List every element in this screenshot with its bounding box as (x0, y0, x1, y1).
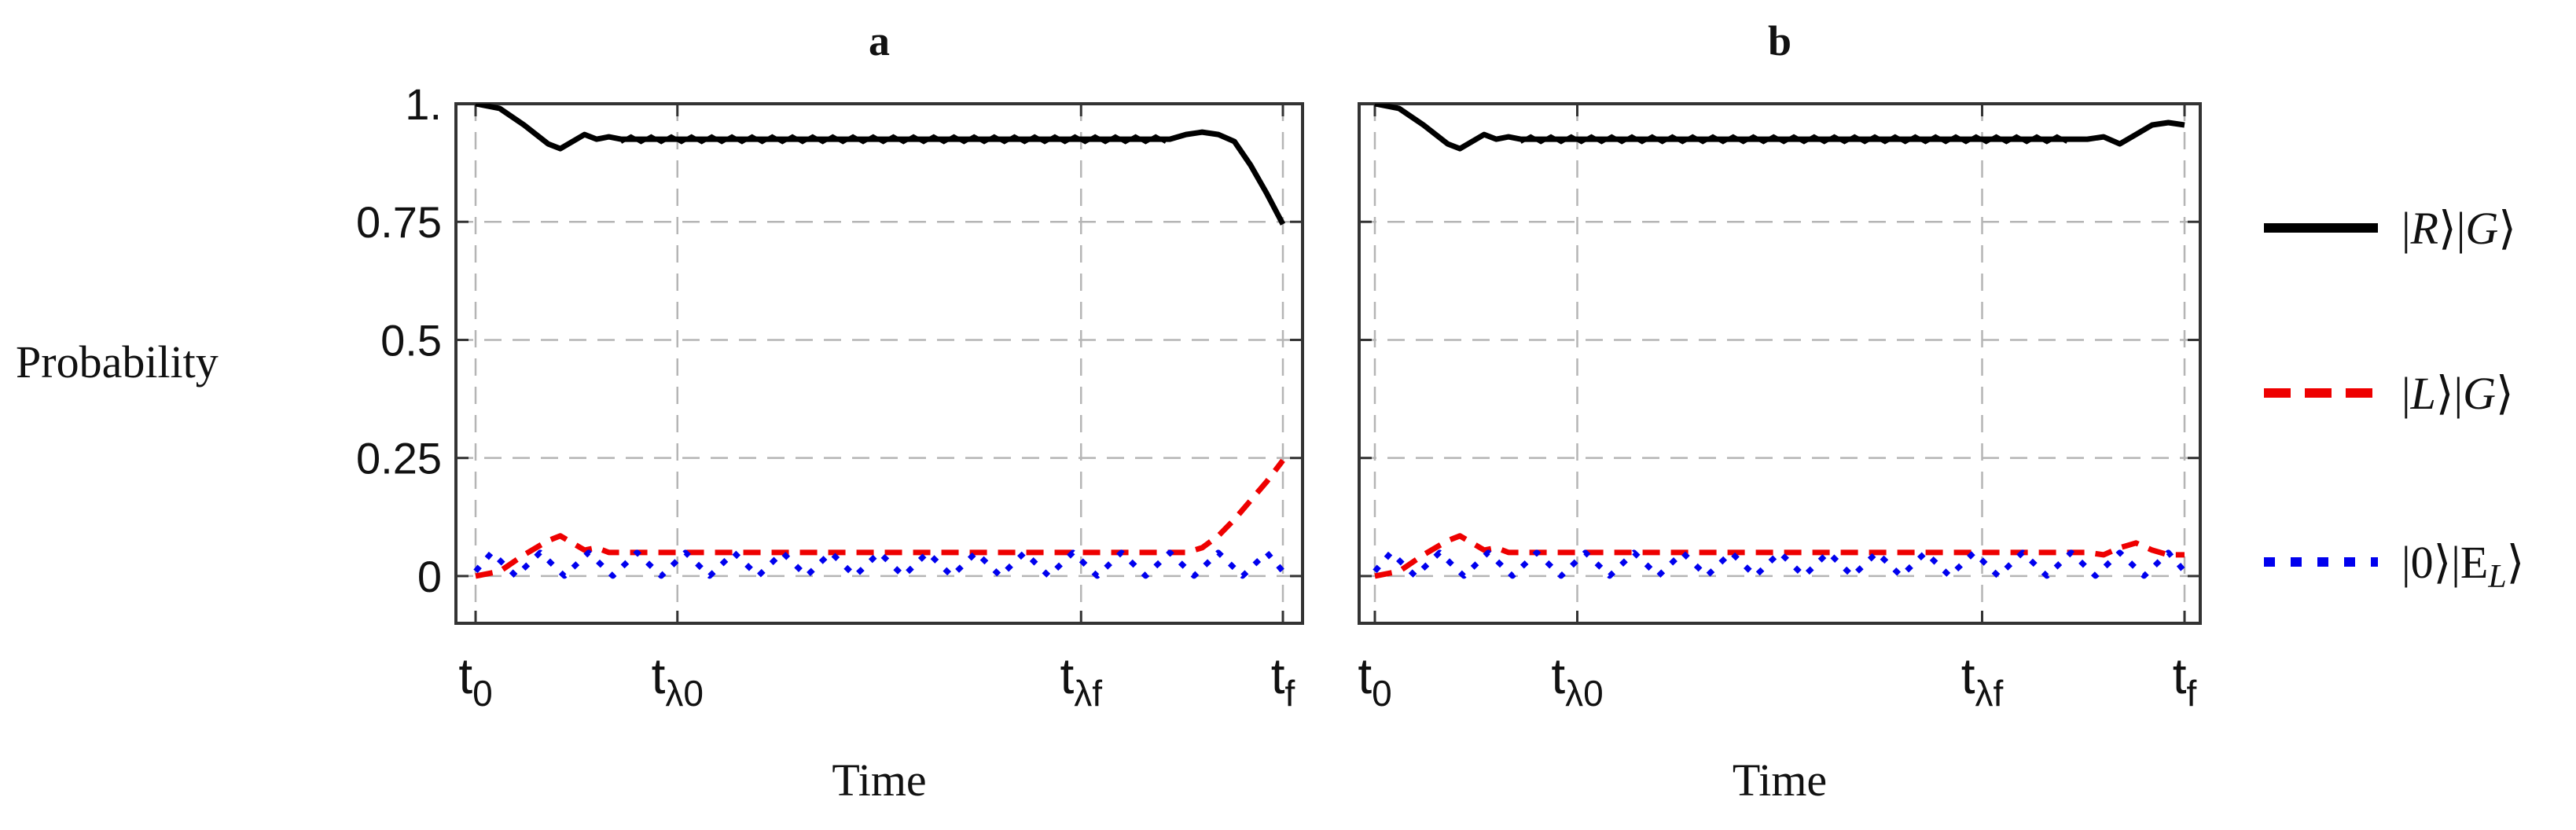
x-tick-label: t0 (1358, 648, 1391, 714)
x-tick-label: tλf (1961, 648, 2004, 714)
y-tick-label: 1. (405, 79, 442, 129)
y-tick-label: 0.5 (380, 315, 442, 365)
series-line-LG (1374, 533, 2185, 579)
panel-title: b (1768, 17, 1791, 64)
y-axis-label: Probability (16, 336, 219, 387)
y-tick-label: 0.75 (356, 197, 442, 247)
x-tick-label: tλ0 (1551, 648, 1603, 714)
x-axis-label: Time (1733, 755, 1827, 806)
x-tick-label: tf (2173, 648, 2197, 714)
x-tick-label: tf (1271, 648, 1295, 714)
legend-label-LG: |L⟩|G⟩ (2401, 368, 2514, 419)
y-tick-label: 0.25 (356, 434, 442, 483)
y-tick-label: 0 (417, 552, 442, 601)
series-line-0E (1373, 549, 2187, 579)
legend: |R⟩|G⟩ |L⟩|G⟩ |0⟩|EL⟩ (2264, 203, 2524, 595)
panel-a: a 0 0.25 0.5 0.75 1. t0 tλ0 tλf tf Time (356, 17, 1304, 806)
series-line-RG (475, 104, 1286, 226)
series-line-0E (473, 549, 1285, 579)
x-tick-label: tλf (1060, 648, 1102, 714)
x-tick-label: tλ0 (652, 648, 704, 714)
series-ripple-RG (619, 134, 1167, 145)
panel-title: a (869, 17, 890, 64)
legend-label-0E: |0⟩|EL⟩ (2401, 537, 2524, 595)
series-ripple-RG (1520, 134, 2068, 145)
panel-b: b t0 tλ0 tλf tf Time (1358, 17, 2202, 806)
legend-label-RG: |R⟩|G⟩ (2401, 203, 2516, 254)
x-tick-label: t0 (458, 648, 492, 714)
plot-frame (454, 102, 1304, 625)
series-line-LG (475, 458, 1285, 579)
plot-frame (1358, 102, 2202, 625)
x-axis-label: Time (832, 755, 926, 806)
